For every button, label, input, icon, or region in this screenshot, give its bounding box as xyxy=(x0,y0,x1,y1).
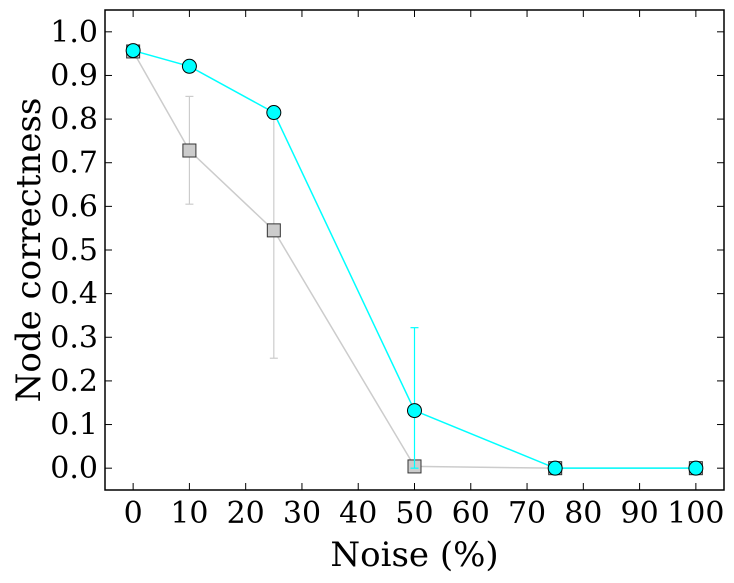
y-tick-label: 0.8 xyxy=(50,102,98,137)
y-tick-label: 0.4 xyxy=(50,277,98,312)
x-axis-label: Noise (%) xyxy=(330,535,498,575)
y-tick-label: 0.2 xyxy=(50,364,98,399)
y-axis-label: Node correctness xyxy=(9,98,49,403)
x-tick-label: 60 xyxy=(452,496,490,531)
y-tick-label: 0.6 xyxy=(50,189,98,224)
x-tick-label: 90 xyxy=(620,496,658,531)
x-tick-label: 30 xyxy=(283,496,321,531)
y-tick-label: 0.7 xyxy=(50,146,98,181)
data-point xyxy=(688,460,704,476)
x-tick-label: 70 xyxy=(508,496,546,531)
data-point xyxy=(407,403,422,419)
data-point xyxy=(547,460,563,476)
x-tick-label: 20 xyxy=(227,496,265,531)
x-axis-ticks: 0 10 20 30 40 50 60 70 80 90 100 xyxy=(124,10,724,531)
y-tick-label: 0.3 xyxy=(50,320,98,355)
x-tick-label: 100 xyxy=(667,496,724,531)
series-layer xyxy=(125,43,704,476)
y-axis-ticks: 0.0 0.1 0.2 0.3 0.4 0.5 0.6 0.7 0.8 0.9 1.0 xyxy=(50,15,724,486)
x-tick-label: 80 xyxy=(564,496,602,531)
x-tick-label: 10 xyxy=(170,496,208,531)
y-tick-label: 0.9 xyxy=(50,58,98,93)
data-point xyxy=(266,223,281,238)
data-point xyxy=(182,143,197,158)
y-tick-label: 0.0 xyxy=(50,451,98,486)
data-point xyxy=(181,58,197,74)
y-tick-label: 0.1 xyxy=(50,408,98,443)
series-line xyxy=(132,49,696,469)
x-tick-label: 0 xyxy=(124,496,143,531)
y-tick-label: 1.0 xyxy=(50,15,98,50)
series-2 xyxy=(125,43,704,476)
data-point xyxy=(125,43,141,59)
x-tick-label: 40 xyxy=(339,496,377,531)
x-tick-label: 50 xyxy=(395,496,433,531)
data-point xyxy=(266,105,282,121)
y-tick-label: 0.5 xyxy=(50,233,98,268)
